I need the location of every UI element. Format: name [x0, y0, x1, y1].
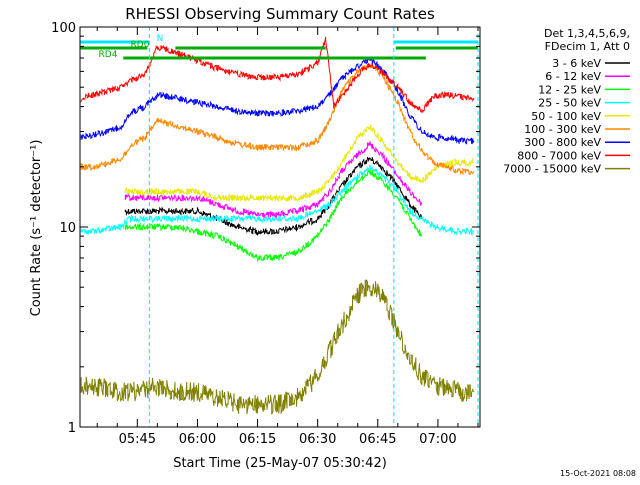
legend-label-9: 7000 - 15000 keV: [503, 163, 601, 176]
flag-label-rd4: RD4: [99, 50, 118, 60]
x-tick-label-1: 05:45: [119, 432, 156, 447]
x-tick-label-3: 06:15: [239, 432, 276, 447]
y-tick-label-2: 10: [59, 221, 76, 236]
series-line-5: [124, 124, 475, 203]
legend-label-6: 100 - 300 keV: [524, 123, 601, 136]
legend: Det 1,3,4,5,6,9,FDecim 1, Att 0 3 - 6 keV…: [503, 27, 630, 176]
footer-date: 15-Oct-2021 08:08: [560, 469, 636, 478]
series-line-4: [80, 164, 475, 236]
y-tick-label-1: 1: [68, 421, 76, 436]
legend-label-7: 300 - 800 keV: [524, 136, 601, 149]
x-tick-label-5: 06:45: [359, 432, 396, 447]
series-line-1: [124, 156, 423, 236]
x-axis-label: Start Time (25-May-07 05:30:42): [173, 456, 387, 471]
x-tick-label-2: 06:00: [179, 432, 216, 447]
axes: 05:45 06:00 06:15 06:30 06:45 07:00 1 10 100: [51, 21, 481, 447]
legend-label-4: 25 - 50 keV: [538, 97, 601, 110]
legend-label-5: 50 - 100 keV: [531, 110, 601, 123]
legend-label-8: 800 - 7000 keV: [517, 149, 601, 162]
x-tick-label-4: 06:30: [299, 432, 336, 447]
chart-title: RHESSI Observing Summary Count Rates: [125, 5, 435, 23]
legend-label-2: 6 - 12 keV: [545, 70, 601, 83]
flag-label-rd0: RD0: [131, 40, 150, 50]
series-line-3: [124, 169, 423, 263]
y-tick-label-3: 100: [51, 21, 76, 36]
flag-label-n: N: [157, 34, 164, 44]
series-line-9: [80, 279, 475, 415]
legend-header-2: FDecim 1, Att 0: [545, 40, 630, 53]
series-line-8: [80, 36, 475, 114]
series-line-2: [124, 141, 423, 220]
series-line-6: [80, 63, 475, 176]
x-tick-label-6: 07:00: [419, 432, 456, 447]
legend-label-1: 3 - 6 keV: [552, 57, 601, 70]
observing-flags: N RD0 RD4: [80, 27, 479, 427]
plot-area: [80, 36, 475, 415]
y-axis-label: Count Rate (s⁻¹ detector⁻¹): [29, 140, 44, 317]
legend-header-1: Det 1,3,4,5,6,9,: [544, 27, 630, 40]
series-line-7: [80, 57, 475, 145]
legend-label-3: 12 - 25 keV: [538, 83, 601, 96]
